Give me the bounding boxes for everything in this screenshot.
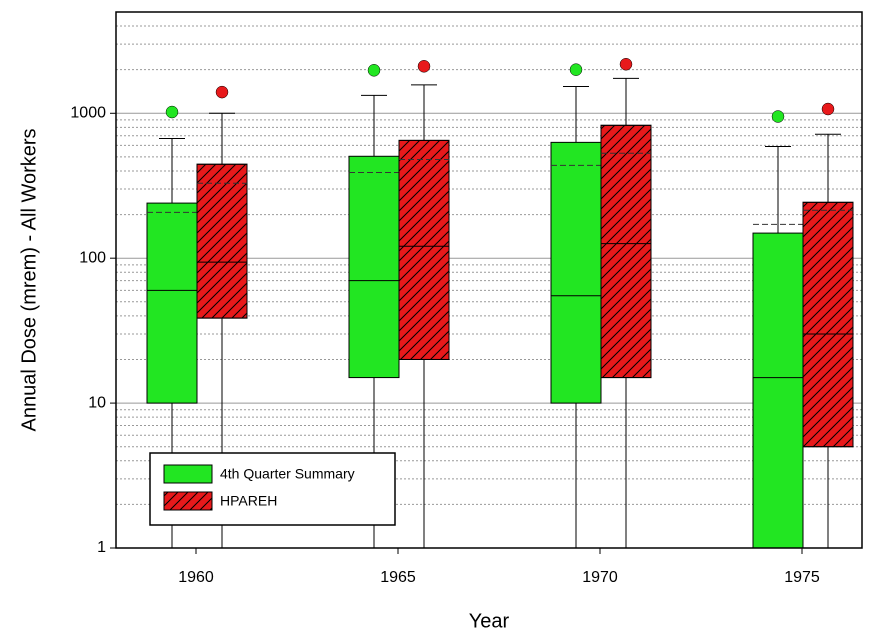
- box-hatch: [398, 139, 450, 360]
- box: [348, 155, 400, 379]
- outlier: [215, 85, 229, 99]
- y-tick-label: 1000: [70, 105, 106, 122]
- x-tick-label: 1965: [380, 569, 416, 586]
- outlier: [165, 105, 179, 119]
- outlier: [771, 110, 785, 123]
- x-tick-label: 1975: [784, 569, 820, 586]
- box: [146, 202, 198, 404]
- legend-swatch: [163, 464, 213, 484]
- x-axis-label: Year: [469, 610, 510, 632]
- legend-box: [149, 452, 396, 526]
- y-axis-label: Annual Dose (mrem) - All Workers: [18, 128, 40, 431]
- y-tick-label: 100: [79, 249, 106, 266]
- box-hatch: [802, 201, 854, 448]
- legend-label: HPAREH: [220, 493, 277, 509]
- legend-label: 4th Quarter Summary: [220, 466, 355, 482]
- outlier: [367, 64, 381, 77]
- outlier: [619, 57, 633, 71]
- y-tick-label: 1: [97, 539, 106, 556]
- outlier: [821, 102, 835, 116]
- box-hatch: [196, 163, 248, 319]
- box: [752, 232, 804, 549]
- x-tick-label: 1970: [582, 569, 618, 586]
- plot-frame: [115, 11, 863, 549]
- box-hatch: [600, 124, 652, 379]
- outlier: [417, 60, 431, 73]
- x-tick-label: 1960: [178, 569, 214, 586]
- legend-swatch-hatch: [163, 491, 213, 511]
- box: [550, 141, 602, 404]
- outlier: [569, 63, 583, 76]
- y-tick-label: 10: [88, 394, 106, 411]
